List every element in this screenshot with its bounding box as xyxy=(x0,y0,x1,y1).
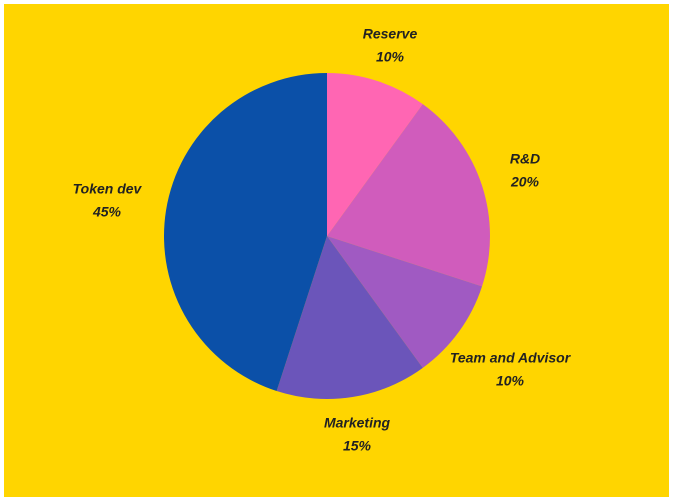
pie-slice xyxy=(327,236,483,368)
pie-slice xyxy=(327,104,490,287)
slice-label: Reserve xyxy=(363,26,418,42)
slice-value-label: 20% xyxy=(510,174,540,190)
slice-label: Marketing xyxy=(324,415,391,431)
pie-slice xyxy=(327,73,423,236)
slice-label: R&D xyxy=(510,151,540,167)
slice-value-label: 10% xyxy=(376,49,405,65)
slice-value-label: 10% xyxy=(496,373,525,389)
slice-value-label: 45% xyxy=(92,204,122,220)
slice-label: Token dev xyxy=(73,181,143,197)
slice-value-label: 15% xyxy=(343,438,372,454)
pie-slice xyxy=(276,236,423,399)
slice-label: Team and Advisor xyxy=(450,350,572,366)
pie-slice xyxy=(164,73,327,392)
